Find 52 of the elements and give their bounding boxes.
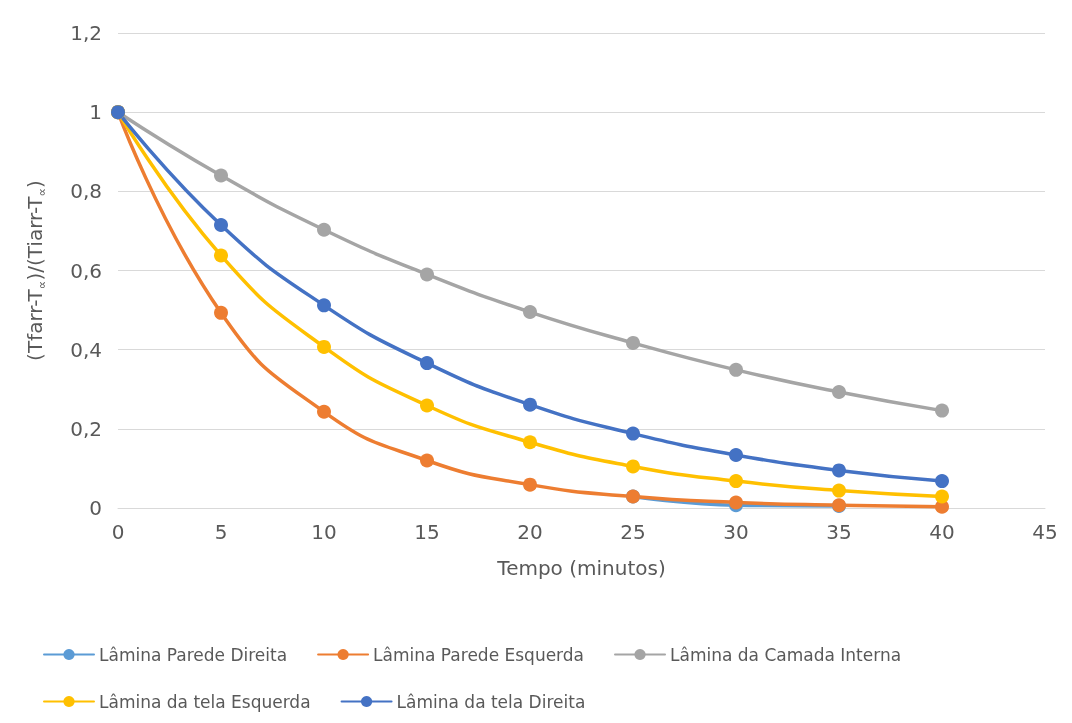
- x-tick-label: 5: [214, 520, 228, 544]
- x-axis-title: Tempo (minutos): [496, 556, 666, 580]
- point: [420, 356, 434, 371]
- x-tick-label: 30: [723, 520, 749, 544]
- point: [317, 298, 331, 313]
- point: [729, 362, 743, 377]
- point: [523, 477, 537, 492]
- point: [317, 222, 331, 237]
- point: [317, 339, 331, 354]
- point: [729, 447, 743, 462]
- point: [935, 489, 949, 504]
- x-tick-label: 10: [311, 520, 337, 544]
- point: [626, 426, 640, 441]
- x-tick-label: 25: [620, 520, 646, 544]
- point: [214, 217, 228, 232]
- point: [420, 267, 434, 282]
- point: [832, 483, 846, 498]
- y-tick-label: 1: [89, 100, 102, 125]
- x-tick-label: 40: [929, 520, 955, 544]
- x-tick-label: 20: [517, 520, 543, 544]
- point: [729, 474, 743, 489]
- point: [935, 403, 949, 418]
- legend-label: Lâmina da tela Direita: [396, 691, 586, 712]
- point: [523, 397, 537, 412]
- y-tick-label: 1,2: [70, 21, 102, 45]
- point: [214, 248, 228, 263]
- legend-label: Lâmina Parede Esquerda: [373, 644, 585, 665]
- x-tick-label: 15: [414, 520, 440, 544]
- point: [832, 463, 846, 478]
- point: [420, 453, 434, 468]
- y-tick-label: 0,8: [70, 179, 102, 204]
- legend-label: Lâmina Parede Direita: [99, 644, 288, 665]
- point: [214, 305, 228, 320]
- x-tick-label: 0: [111, 520, 125, 544]
- point: [420, 398, 434, 413]
- point: [523, 305, 537, 320]
- point: [935, 474, 949, 489]
- point: [626, 459, 640, 474]
- point: [523, 435, 537, 450]
- x-tick-label: 35: [826, 520, 852, 544]
- point: [317, 404, 331, 419]
- x-tick-label: 45: [1032, 520, 1058, 544]
- point: [626, 335, 640, 350]
- legend-label: Lâmina da tela Esquerda: [99, 691, 311, 712]
- y-tick-label: 0,2: [70, 416, 102, 441]
- y-tick-label: 0,6: [70, 258, 102, 283]
- y-axis-title: (Tfarr-T∝)/(Tiarr-T∝): [23, 180, 49, 361]
- y-tick-label: 0: [89, 496, 102, 520]
- point: [832, 385, 846, 400]
- point: [214, 168, 228, 183]
- y-tick-label: 0,4: [70, 337, 102, 362]
- legend-label: Lâmina da Camada Interna: [670, 644, 902, 665]
